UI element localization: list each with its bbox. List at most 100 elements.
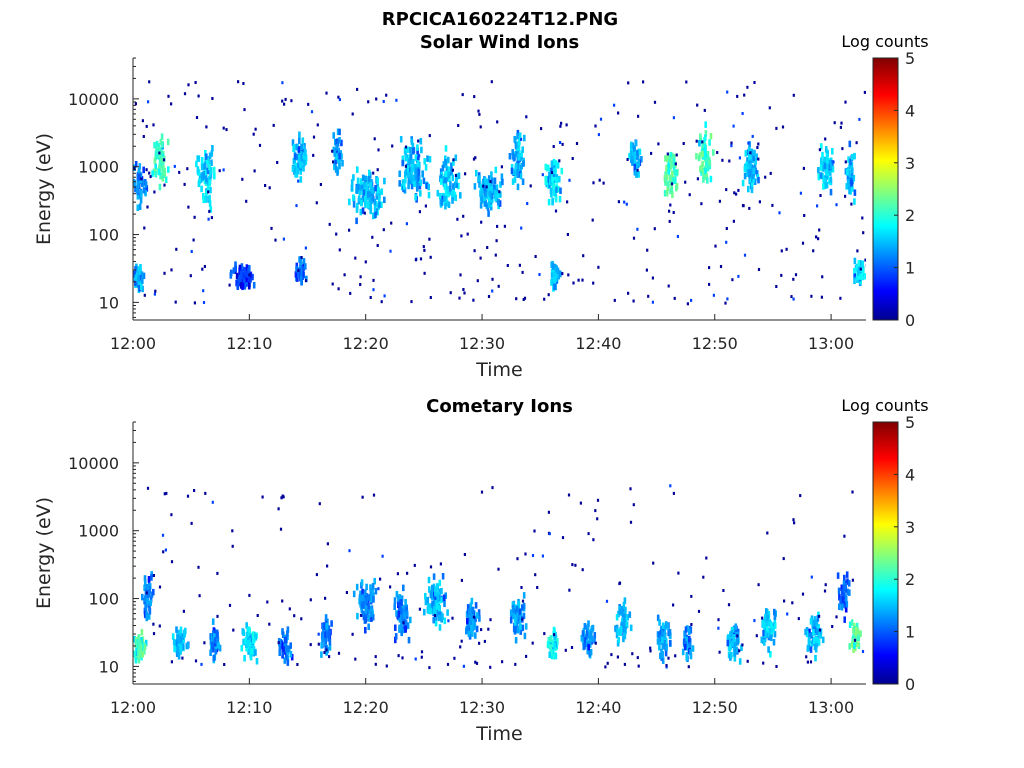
data-pixel [320, 651, 323, 658]
data-pixel [476, 612, 479, 619]
data-pixel [516, 133, 519, 140]
data-pixel [302, 165, 305, 172]
data-pixel [842, 584, 845, 592]
x-tick-label: 12:10 [226, 698, 272, 717]
data-pixel [209, 633, 212, 640]
data-pixel [134, 102, 137, 106]
data-pixel [522, 612, 526, 620]
data-pixel [137, 634, 141, 641]
data-pixel [367, 594, 371, 601]
data-pixel [140, 271, 144, 278]
data-pixel [208, 194, 211, 202]
data-pixel [817, 173, 821, 181]
data-pixel [743, 93, 746, 97]
data-pixel [785, 247, 788, 251]
data-pixel [487, 201, 491, 208]
data-pixel [469, 608, 472, 616]
data-pixel [138, 174, 141, 181]
data-pixel [380, 201, 383, 208]
data-pixel [411, 142, 415, 150]
data-pixel [487, 210, 490, 217]
data-pixel [211, 500, 214, 504]
data-pixel [622, 613, 626, 620]
data-pixel [432, 583, 436, 591]
data-pixel [361, 495, 364, 499]
data-pixel [518, 263, 521, 267]
data-pixel [143, 595, 147, 602]
data-pixel [380, 300, 383, 304]
data-pixel [356, 166, 359, 173]
data-pixel [428, 603, 432, 611]
data-pixel [751, 134, 754, 138]
data-pixel [294, 162, 297, 170]
data-pixel [749, 175, 753, 183]
data-pixel [438, 614, 441, 622]
data-pixel [766, 614, 769, 622]
data-pixel [449, 185, 452, 192]
data-pixel [627, 81, 630, 85]
data-pixel [370, 605, 374, 612]
colorbar-tick-label: 0 [905, 675, 915, 694]
data-pixel [354, 256, 357, 260]
data-pixel [544, 176, 547, 183]
spectrogram [133, 80, 866, 306]
data-pixel [623, 632, 627, 640]
data-pixel [485, 185, 488, 189]
data-pixel [364, 606, 368, 613]
data-pixel [625, 202, 628, 206]
data-pixel [636, 656, 639, 660]
data-pixel [820, 295, 823, 299]
data-pixel [813, 626, 817, 633]
y-tick-label: 10000 [68, 90, 119, 109]
data-pixel [623, 619, 626, 626]
data-pixel [404, 145, 408, 149]
data-pixel [746, 162, 750, 170]
data-pixel [420, 146, 423, 154]
data-pixel [158, 624, 161, 628]
data-pixel [145, 591, 148, 595]
data-pixel [471, 620, 475, 628]
data-pixel [451, 190, 454, 198]
data-pixel [137, 280, 141, 287]
colorbar [872, 57, 899, 321]
data-pixel [478, 181, 481, 188]
data-pixel [429, 255, 432, 259]
data-pixel [325, 630, 329, 638]
data-pixel [484, 191, 488, 198]
data-pixel [379, 577, 382, 581]
data-pixel [429, 296, 432, 299]
data-pixel [281, 631, 285, 638]
data-pixel [483, 639, 486, 643]
data-pixel [146, 598, 150, 605]
data-pixel [861, 268, 865, 275]
data-pixel [818, 228, 821, 232]
data-pixel [797, 617, 800, 621]
data-pixel [514, 637, 518, 644]
data-pixel [444, 176, 447, 184]
data-pixel [467, 615, 470, 622]
data-pixel [289, 650, 293, 658]
data-pixel [852, 638, 856, 645]
data-pixel [194, 81, 197, 84]
data-pixel [860, 273, 864, 280]
data-pixel [732, 219, 735, 223]
data-pixel [526, 202, 529, 205]
data-pixel [480, 628, 483, 632]
data-pixel [553, 628, 556, 635]
data-pixel [241, 177, 244, 181]
data-pixel [708, 139, 711, 146]
data-pixel [328, 638, 332, 646]
data-pixel [677, 571, 680, 575]
data-pixel [399, 136, 403, 143]
data-pixel [669, 187, 672, 195]
colorbar-tick-label: 3 [905, 518, 915, 537]
data-pixel [158, 151, 161, 155]
data-pixel [352, 590, 356, 598]
data-pixel [276, 161, 279, 164]
data-pixel [729, 652, 733, 659]
data-pixel [698, 140, 701, 147]
data-pixel [429, 607, 432, 615]
data-pixel [552, 145, 555, 148]
data-pixel [161, 141, 164, 148]
data-pixel [736, 639, 739, 646]
